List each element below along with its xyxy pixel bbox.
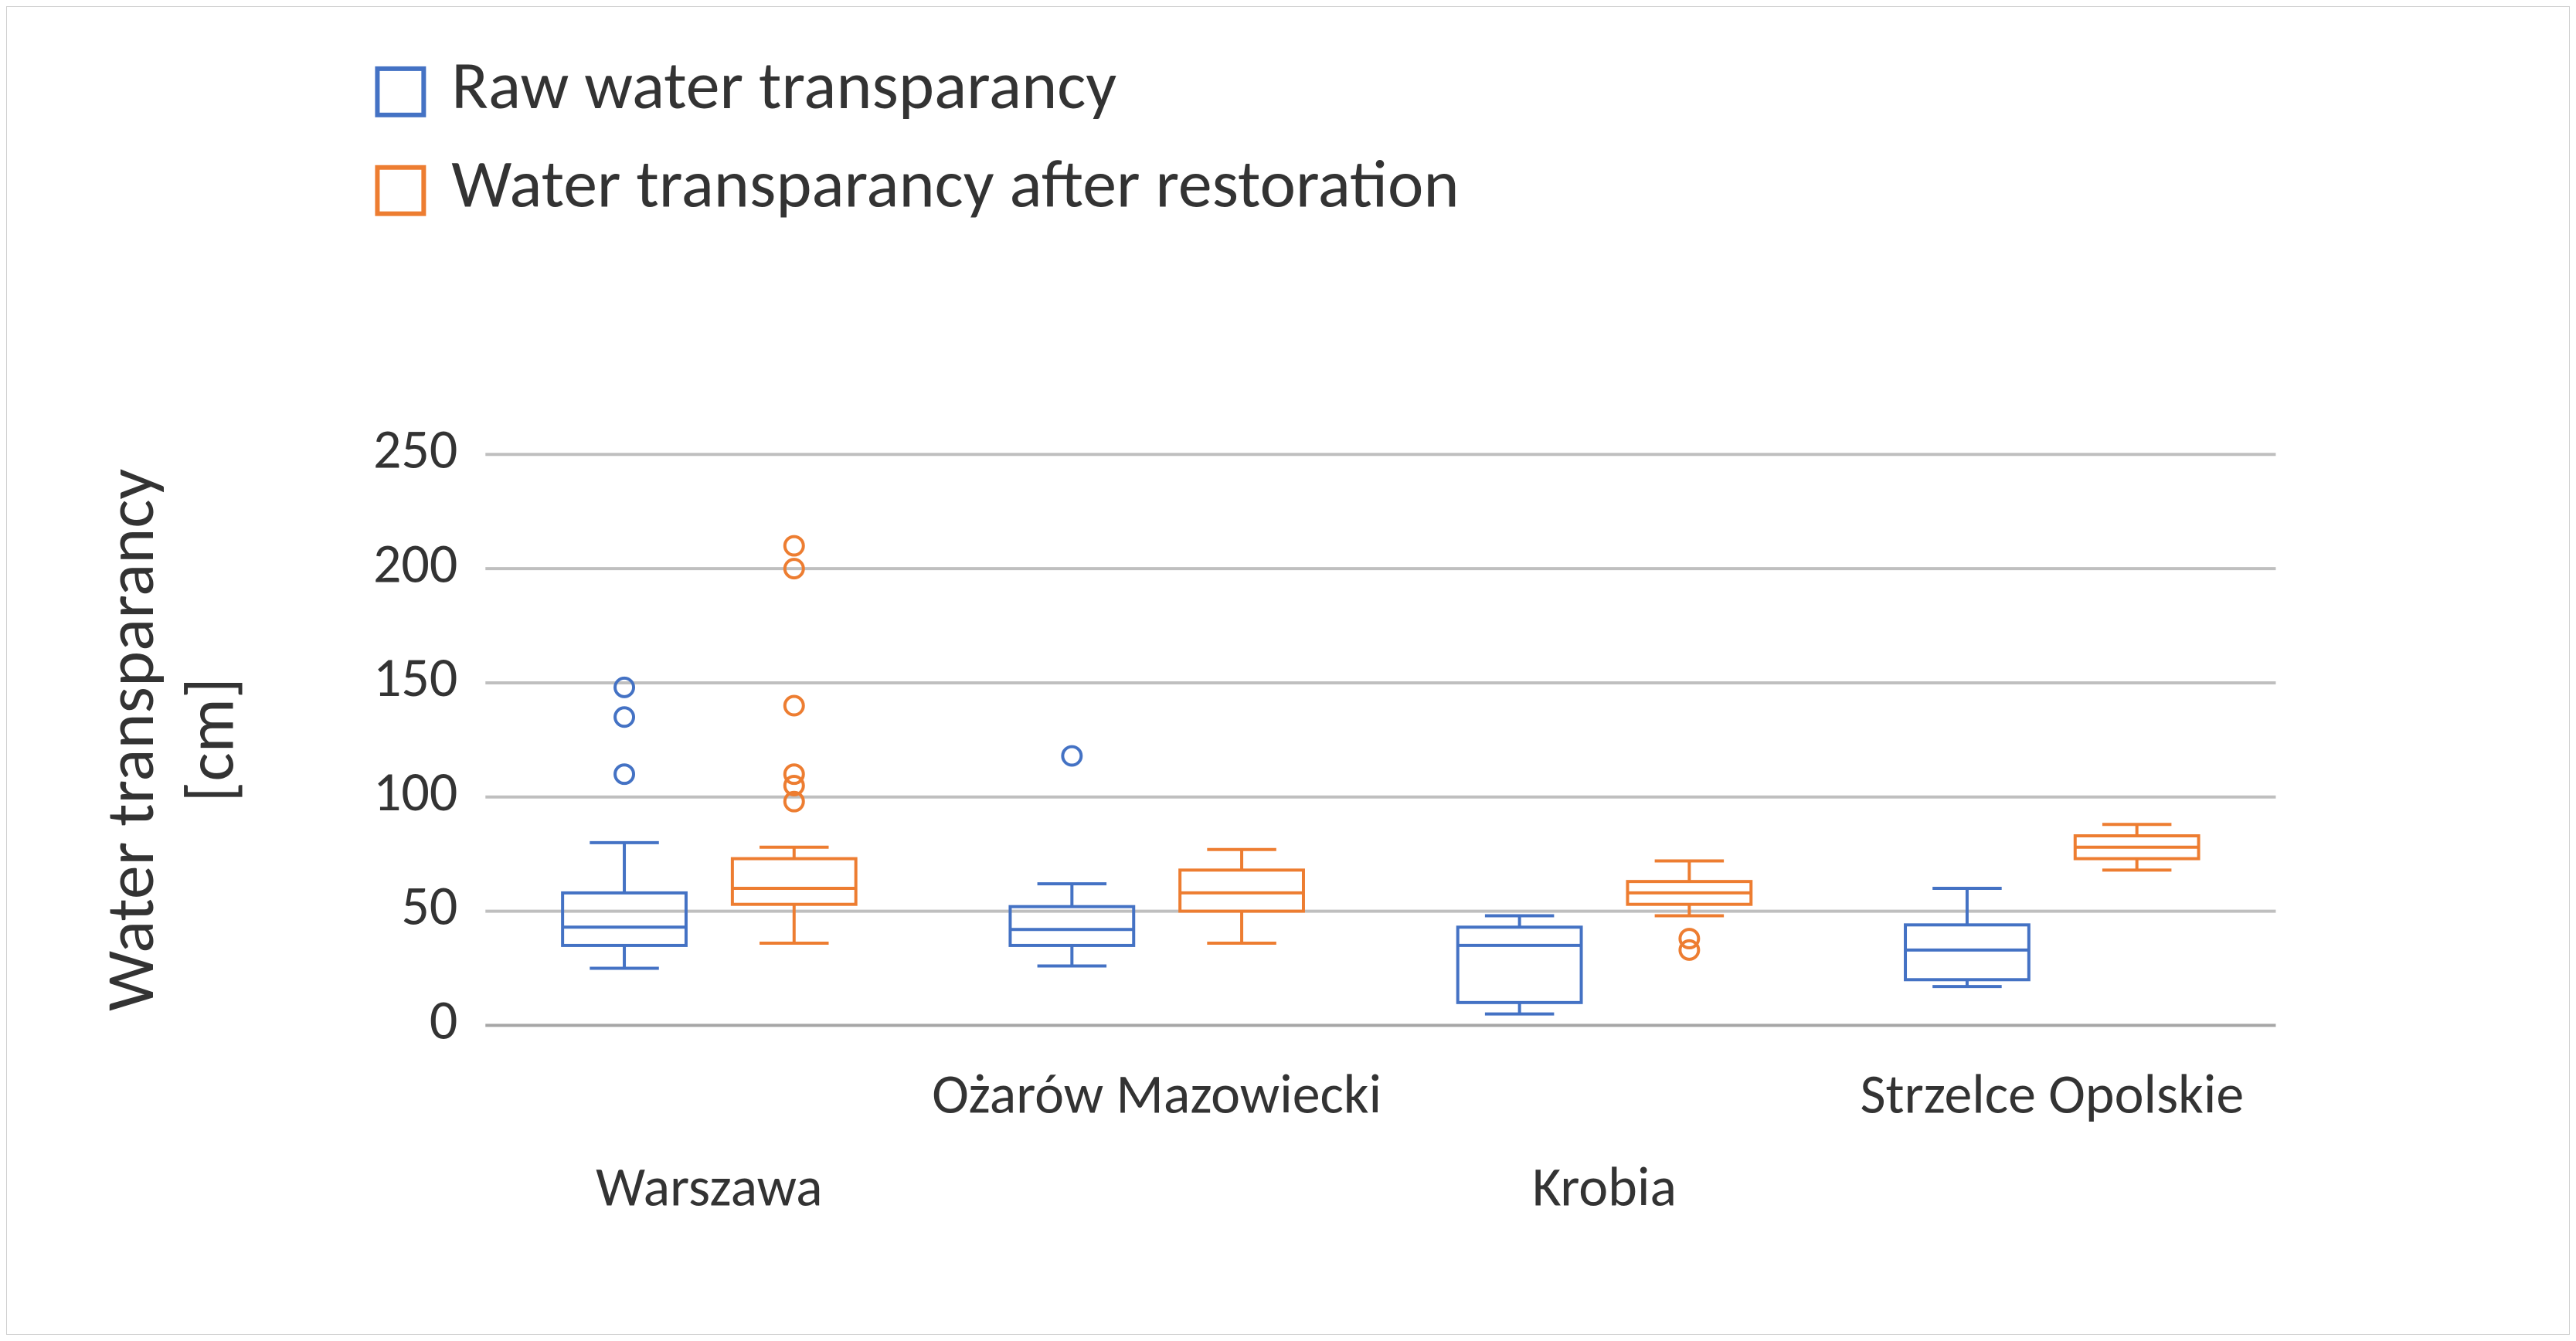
svg-text:250: 250 (373, 416, 457, 483)
chart-container: 050100150200250Water transparancy[cm]Raw… (6, 6, 2570, 1335)
svg-text:50: 50 (401, 873, 457, 940)
category-label: Krobia (1532, 1153, 1677, 1220)
svg-text:150: 150 (373, 644, 457, 711)
category-label: Strzelce Opolskie (1860, 1061, 2244, 1128)
legend-label: Raw water transparancy (451, 43, 1116, 127)
svg-text:200: 200 (373, 530, 457, 597)
category-label: Ożarów Mazowiecki (932, 1061, 1381, 1128)
category-label: Warszawa (596, 1153, 822, 1220)
svg-text:100: 100 (373, 759, 457, 826)
legend-label: Water transparancy after restoration (451, 142, 1459, 226)
boxplot-chart: 050100150200250Water transparancy[cm]Raw… (7, 7, 2569, 1334)
svg-text:0: 0 (430, 987, 457, 1054)
